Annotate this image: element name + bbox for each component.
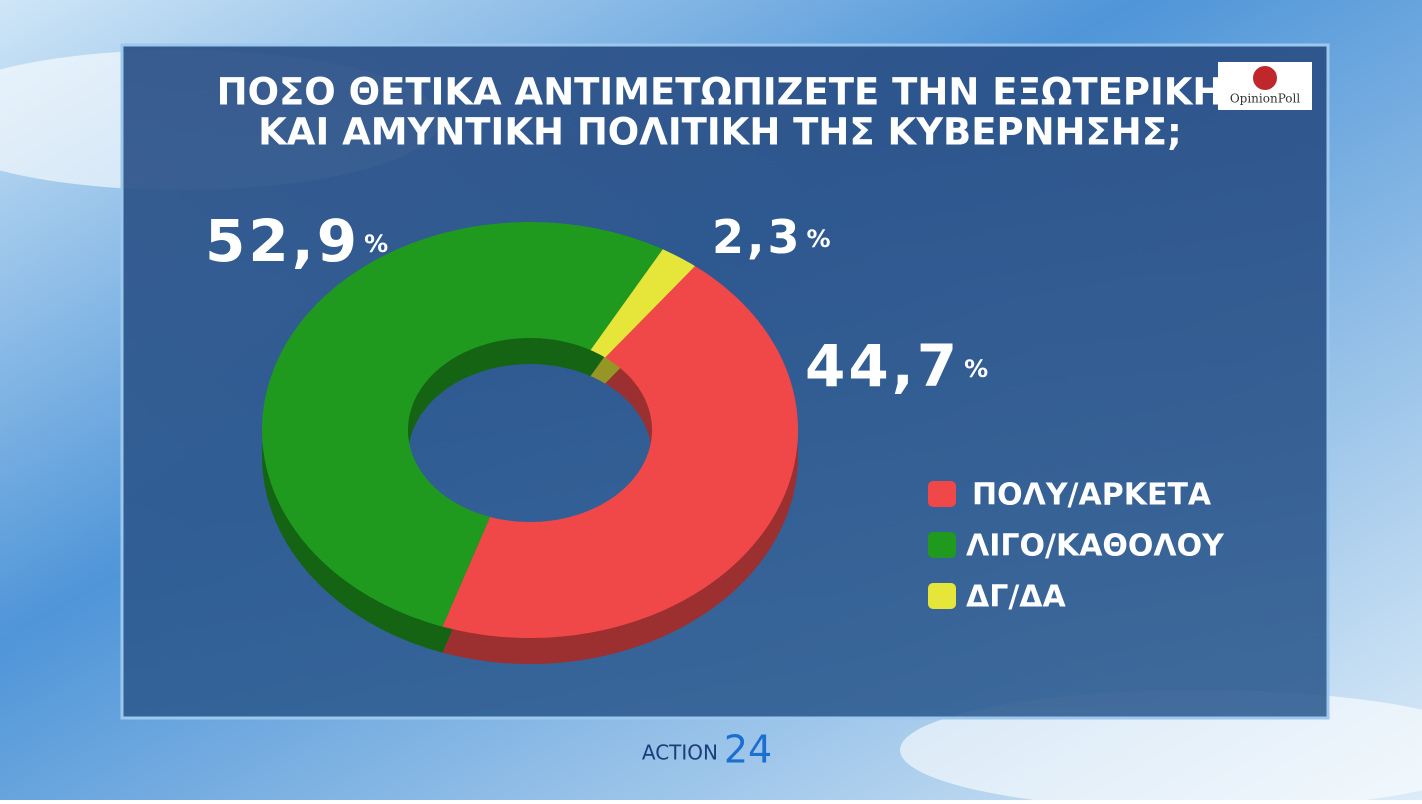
poll-logo-icon (1253, 66, 1277, 90)
donut-segment (590, 249, 695, 358)
value-label: 2,3% (712, 210, 834, 264)
donut-segment (262, 222, 663, 627)
channel-logo: ACTION (642, 741, 718, 765)
chart-title: ΚΑΙ ΑΜΥΝΤΙΚΗ ΠΟΛΙΤΙΚΗ ΤΗΣ ΚΥΒΕΡΝΗΣΗΣ; (258, 111, 1182, 154)
channel-logo-number: 24 (724, 728, 772, 772)
legend-label: ΔΓ/ΔΑ (966, 580, 1067, 615)
poll-logo-text: OpinionPoll (1230, 92, 1301, 106)
legend-swatch (928, 532, 956, 558)
value-label: 52,9% (205, 207, 391, 275)
value-label: 44,7% (805, 332, 991, 400)
legend-swatch (928, 583, 956, 609)
donut (262, 222, 798, 664)
legend-swatch (928, 481, 956, 507)
chart-title: ΠΟΣΟ ΘΕΤΙΚΑ ΑΝΤΙΜΕΤΩΠΙΖΕΤΕ ΤΗΝ ΕΞΩΤΕΡΙΚΗ (217, 71, 1224, 114)
legend-label: ΛΙΓΟ/ΚΑΘΟΛΟΥ (966, 529, 1225, 564)
legend-label: ΠΟΛΥ/ΑΡΚΕΤΑ (972, 478, 1212, 513)
donut-segment (442, 266, 798, 638)
